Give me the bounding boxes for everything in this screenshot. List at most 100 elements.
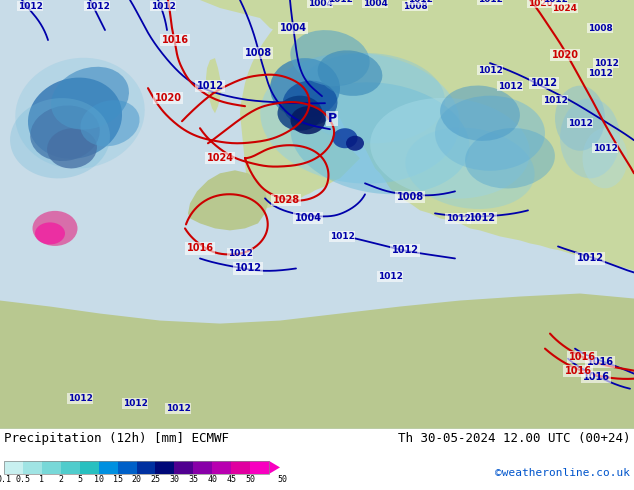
- Text: 1004: 1004: [295, 213, 321, 223]
- Text: 30: 30: [169, 475, 179, 484]
- Ellipse shape: [28, 77, 122, 159]
- Text: 1012: 1012: [593, 59, 618, 68]
- Text: 50: 50: [245, 475, 255, 484]
- Polygon shape: [188, 171, 268, 230]
- Ellipse shape: [370, 98, 530, 198]
- Ellipse shape: [47, 128, 97, 169]
- Bar: [42, 461, 61, 474]
- Ellipse shape: [51, 67, 129, 129]
- Bar: [193, 461, 212, 474]
- Text: 1012: 1012: [197, 81, 224, 91]
- Text: 1016: 1016: [569, 352, 595, 362]
- Text: 1012: 1012: [328, 0, 353, 4]
- Bar: [174, 461, 193, 474]
- Ellipse shape: [290, 30, 370, 86]
- Text: 1008: 1008: [396, 193, 424, 202]
- Ellipse shape: [555, 86, 605, 151]
- Text: Precipitation (12h) [mm] ECMWF: Precipitation (12h) [mm] ECMWF: [4, 432, 229, 445]
- Text: 1012: 1012: [408, 0, 432, 4]
- Text: 1012: 1012: [150, 1, 176, 10]
- Text: 1012: 1012: [477, 66, 502, 74]
- Ellipse shape: [32, 211, 77, 246]
- Text: 1020: 1020: [155, 93, 181, 103]
- Text: 2: 2: [58, 475, 63, 484]
- Text: 0.1: 0.1: [0, 475, 11, 484]
- Bar: [136, 461, 155, 474]
- Text: 25: 25: [150, 475, 160, 484]
- Bar: [23, 461, 42, 474]
- Text: 1004: 1004: [363, 0, 387, 7]
- Ellipse shape: [583, 128, 628, 188]
- Text: 1012: 1012: [235, 264, 261, 273]
- Text: 0.5: 0.5: [15, 475, 30, 484]
- Bar: [4, 461, 269, 474]
- Text: 45: 45: [226, 475, 236, 484]
- Bar: [231, 461, 250, 474]
- Text: 1012: 1012: [593, 144, 618, 153]
- Text: 1008: 1008: [588, 24, 612, 32]
- Text: 1012: 1012: [392, 245, 418, 255]
- Text: 1012: 1012: [477, 0, 502, 4]
- Text: 1012: 1012: [68, 394, 93, 403]
- Text: 1016: 1016: [564, 366, 592, 376]
- Text: 1004: 1004: [307, 0, 332, 7]
- Text: 1016: 1016: [162, 35, 188, 45]
- Ellipse shape: [318, 50, 382, 96]
- Text: 20: 20: [131, 475, 141, 484]
- Text: 1020: 1020: [527, 0, 552, 7]
- Polygon shape: [206, 58, 222, 113]
- Text: 1012: 1012: [543, 0, 567, 4]
- Text: 50: 50: [277, 475, 287, 484]
- Text: P: P: [327, 112, 337, 125]
- Ellipse shape: [30, 105, 100, 161]
- Ellipse shape: [295, 53, 445, 144]
- Text: 1016: 1016: [586, 357, 614, 367]
- Text: 1020: 1020: [552, 50, 578, 60]
- Bar: [80, 461, 99, 474]
- Text: 1012: 1012: [122, 399, 148, 408]
- Text: ©weatheronline.co.uk: ©weatheronline.co.uk: [495, 468, 630, 478]
- Polygon shape: [500, 0, 634, 38]
- Ellipse shape: [81, 100, 139, 147]
- Polygon shape: [240, 0, 360, 208]
- Text: 1028: 1028: [273, 196, 299, 205]
- Bar: [250, 461, 269, 474]
- Ellipse shape: [435, 96, 545, 171]
- Ellipse shape: [290, 106, 325, 134]
- Text: 1012: 1012: [469, 213, 496, 223]
- Ellipse shape: [440, 86, 520, 141]
- Text: 10: 10: [94, 475, 103, 484]
- Ellipse shape: [346, 136, 364, 151]
- Bar: [4, 461, 23, 474]
- Ellipse shape: [560, 98, 620, 178]
- Text: 1012: 1012: [588, 69, 612, 77]
- Text: 1008: 1008: [245, 48, 271, 58]
- Text: 1016: 1016: [186, 244, 214, 253]
- Ellipse shape: [260, 53, 460, 184]
- Text: 5: 5: [77, 475, 82, 484]
- Bar: [61, 461, 80, 474]
- Text: 1012: 1012: [576, 253, 604, 264]
- Text: 1012: 1012: [446, 214, 470, 223]
- Ellipse shape: [15, 58, 145, 169]
- Text: 1012: 1012: [330, 232, 354, 241]
- Text: 1012: 1012: [378, 272, 403, 281]
- Text: 1012: 1012: [567, 119, 592, 128]
- Text: 1012: 1012: [165, 404, 190, 413]
- Bar: [99, 461, 117, 474]
- Text: 1016: 1016: [583, 371, 609, 382]
- Text: 35: 35: [188, 475, 198, 484]
- Ellipse shape: [465, 128, 555, 189]
- Polygon shape: [200, 0, 634, 270]
- Text: 1012: 1012: [18, 1, 42, 10]
- Text: 1: 1: [39, 475, 44, 484]
- Ellipse shape: [270, 58, 340, 118]
- Ellipse shape: [278, 96, 323, 131]
- Ellipse shape: [283, 80, 337, 126]
- Text: 40: 40: [207, 475, 217, 484]
- Ellipse shape: [10, 98, 110, 178]
- Bar: [117, 461, 136, 474]
- Polygon shape: [0, 294, 634, 429]
- Bar: [155, 461, 174, 474]
- Text: 1024: 1024: [552, 3, 578, 13]
